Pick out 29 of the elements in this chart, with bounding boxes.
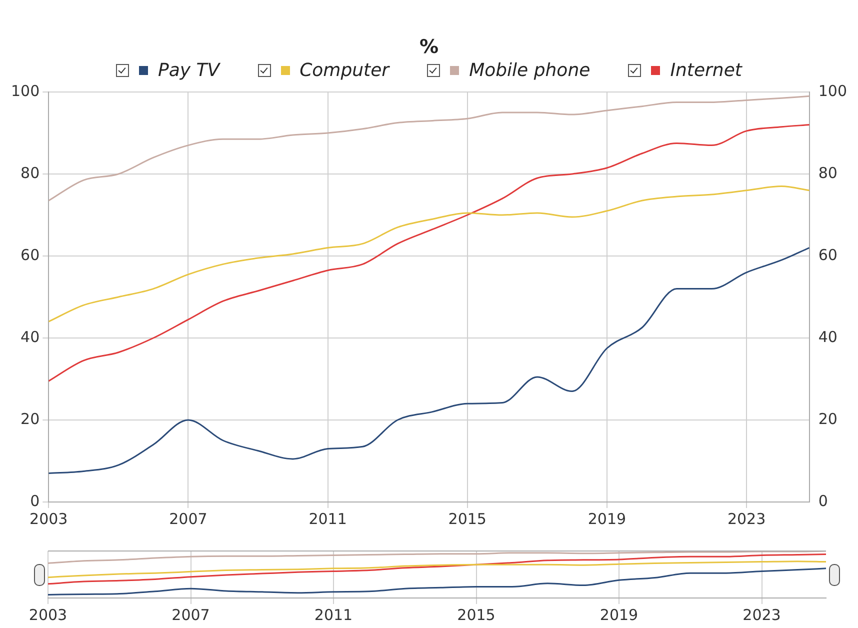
x-tick-label: 2011 bbox=[308, 510, 347, 528]
y-tick-label: 20 bbox=[20, 410, 40, 428]
legend-label: Pay TV bbox=[158, 60, 220, 81]
y2-tick-label: 0 bbox=[818, 492, 828, 510]
x-tick-label: 2015 bbox=[448, 510, 486, 528]
y-tick-label: 0 bbox=[30, 492, 40, 510]
y-tick-label: 60 bbox=[20, 246, 40, 264]
x-tick-label: 2003 bbox=[28, 606, 68, 624]
y2-tick-label: 100 bbox=[818, 82, 848, 100]
y2-tick-label: 60 bbox=[818, 246, 838, 264]
legend-label: Mobile phone bbox=[469, 60, 590, 81]
x-tick-label: 2019 bbox=[600, 606, 638, 624]
y2-tick-label: 80 bbox=[818, 164, 838, 182]
x-tick-label: 2011 bbox=[314, 606, 353, 624]
y2-tick-label: 20 bbox=[818, 410, 838, 428]
x-tick-label: 2019 bbox=[588, 510, 626, 528]
legend-label: Internet bbox=[670, 60, 742, 81]
x-tick-label: 2023 bbox=[742, 606, 781, 624]
x-tick-label: 2003 bbox=[30, 510, 68, 528]
y2-tick-label: 40 bbox=[818, 328, 838, 346]
y-tick-label: 40 bbox=[20, 328, 40, 346]
x-tick-label: 2023 bbox=[727, 510, 766, 528]
x-tick-label: 2007 bbox=[172, 606, 210, 624]
x-tick-label: 2015 bbox=[457, 606, 496, 624]
y-tick-label: 100 bbox=[10, 82, 40, 100]
chart-title: % bbox=[418, 36, 440, 58]
legend-label: Computer bbox=[300, 60, 390, 81]
y-tick-label: 80 bbox=[20, 164, 40, 182]
x-tick-label: 2007 bbox=[169, 510, 208, 528]
